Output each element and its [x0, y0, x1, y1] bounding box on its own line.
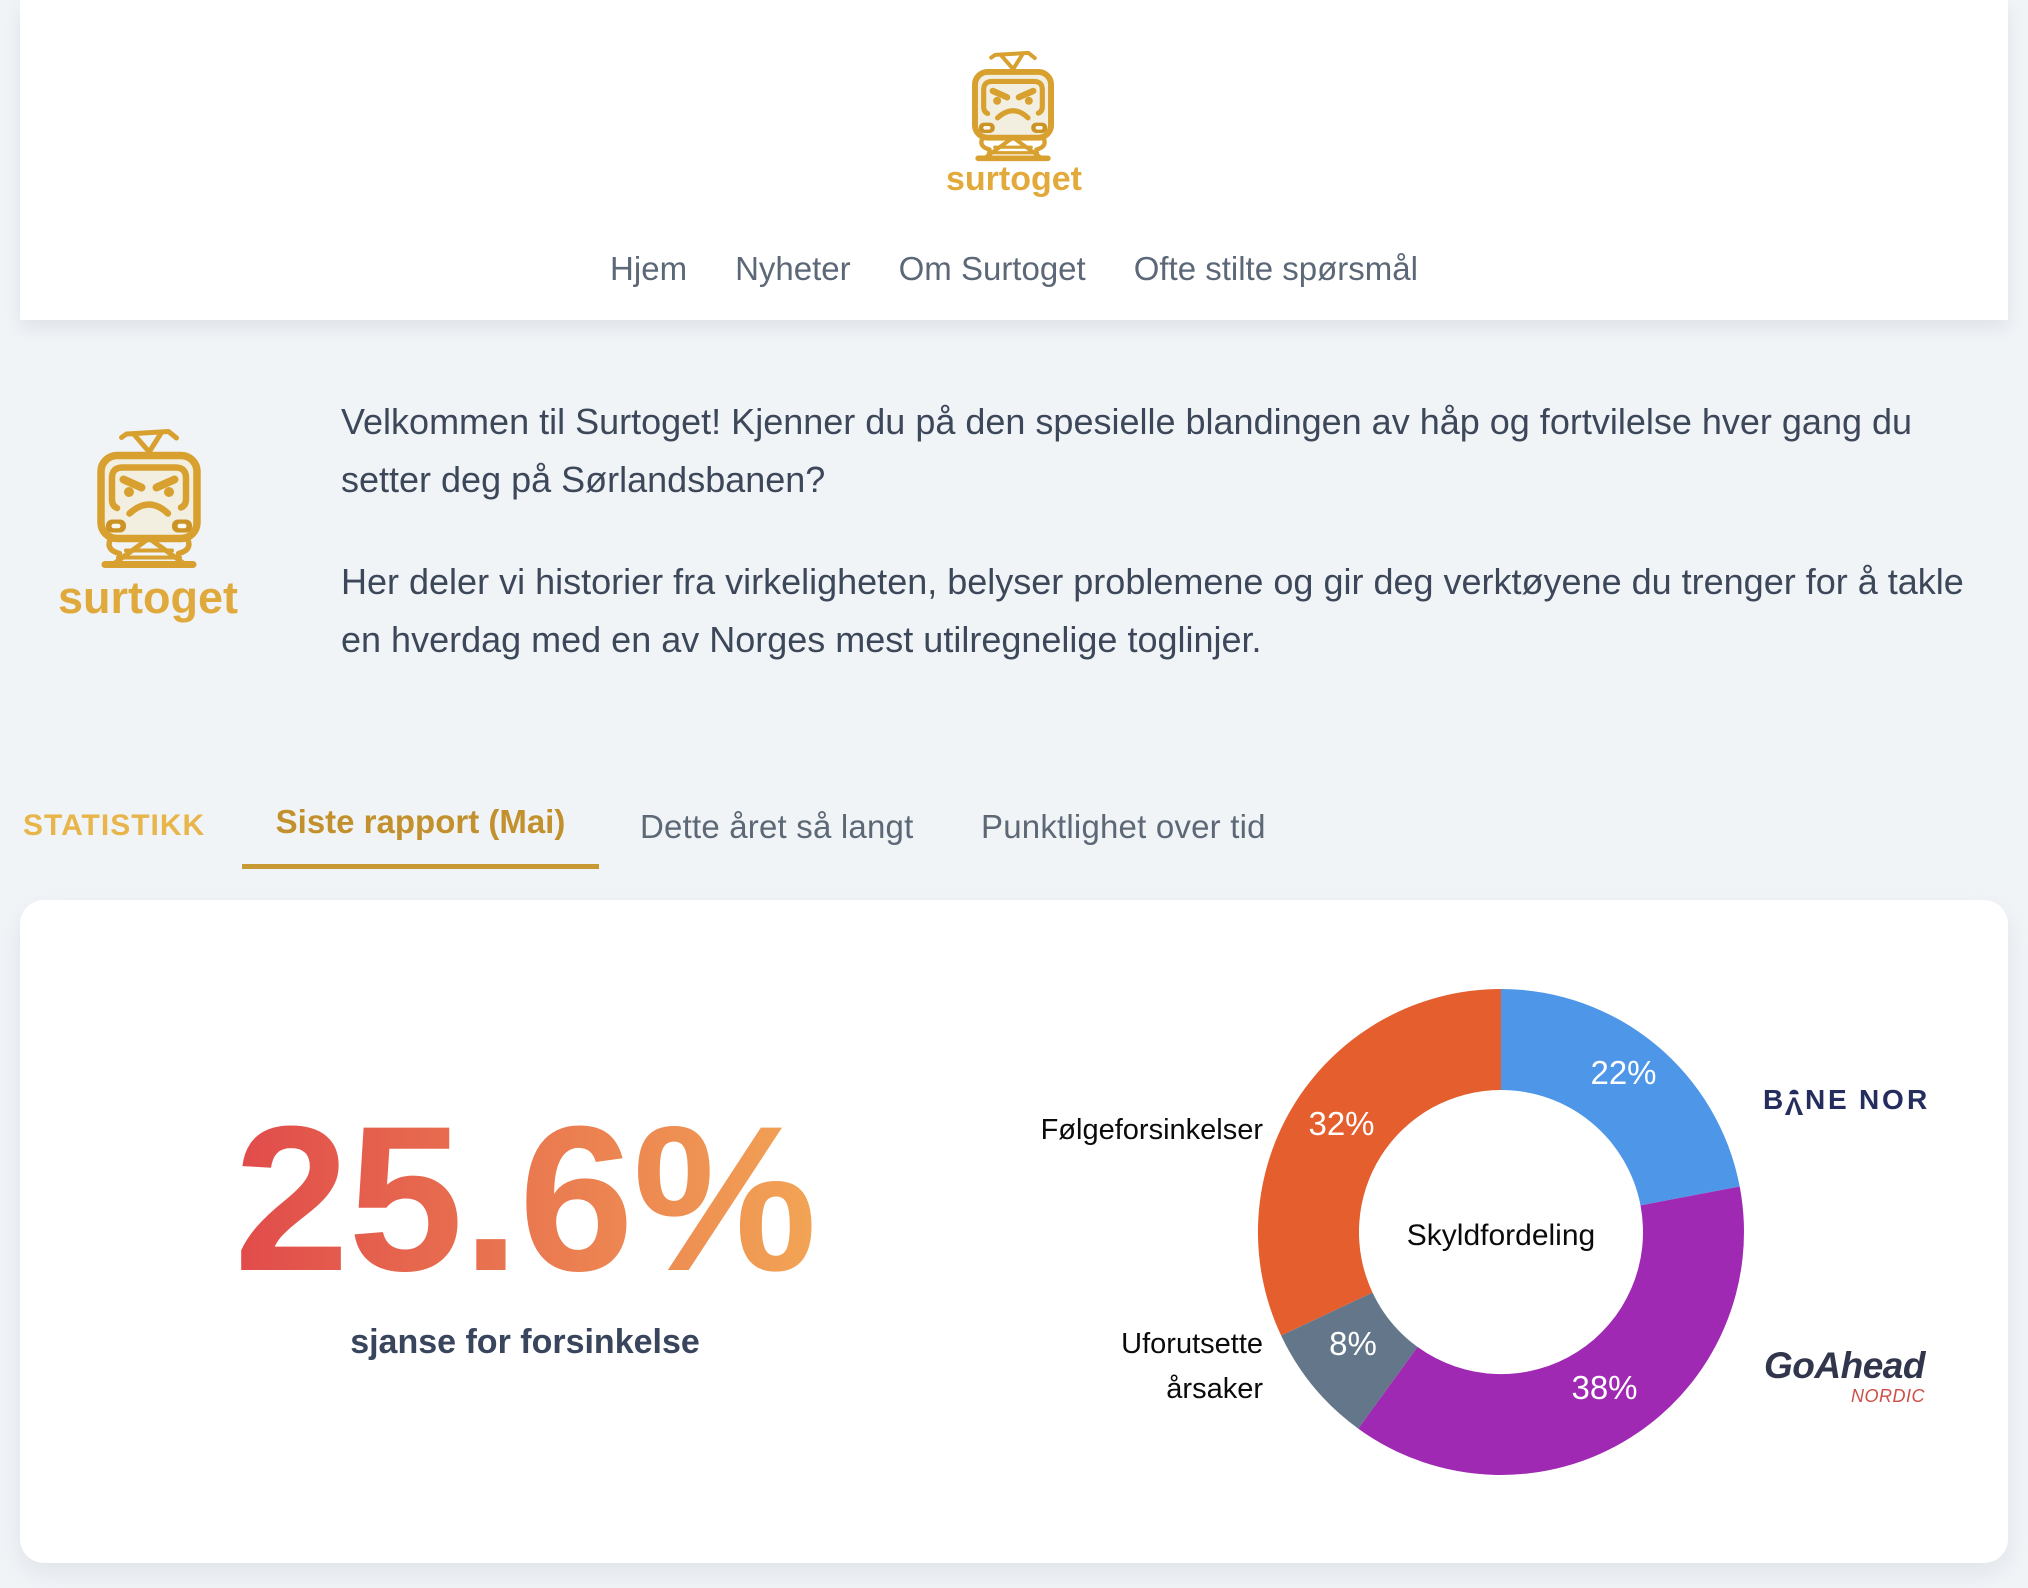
- svg-text:E: E: [1828, 1085, 1847, 1115]
- svg-text:N: N: [1859, 1085, 1879, 1115]
- svg-text:O: O: [1882, 1085, 1904, 1115]
- svg-text:N: N: [1805, 1085, 1825, 1115]
- svg-text:32%: 32%: [1308, 1105, 1374, 1142]
- svg-text:R: R: [1907, 1085, 1927, 1115]
- svg-text:38%: 38%: [1571, 1369, 1637, 1406]
- svg-text:B: B: [1763, 1085, 1783, 1115]
- svg-text:22%: 22%: [1590, 1054, 1656, 1091]
- svg-text:8%: 8%: [1329, 1325, 1377, 1362]
